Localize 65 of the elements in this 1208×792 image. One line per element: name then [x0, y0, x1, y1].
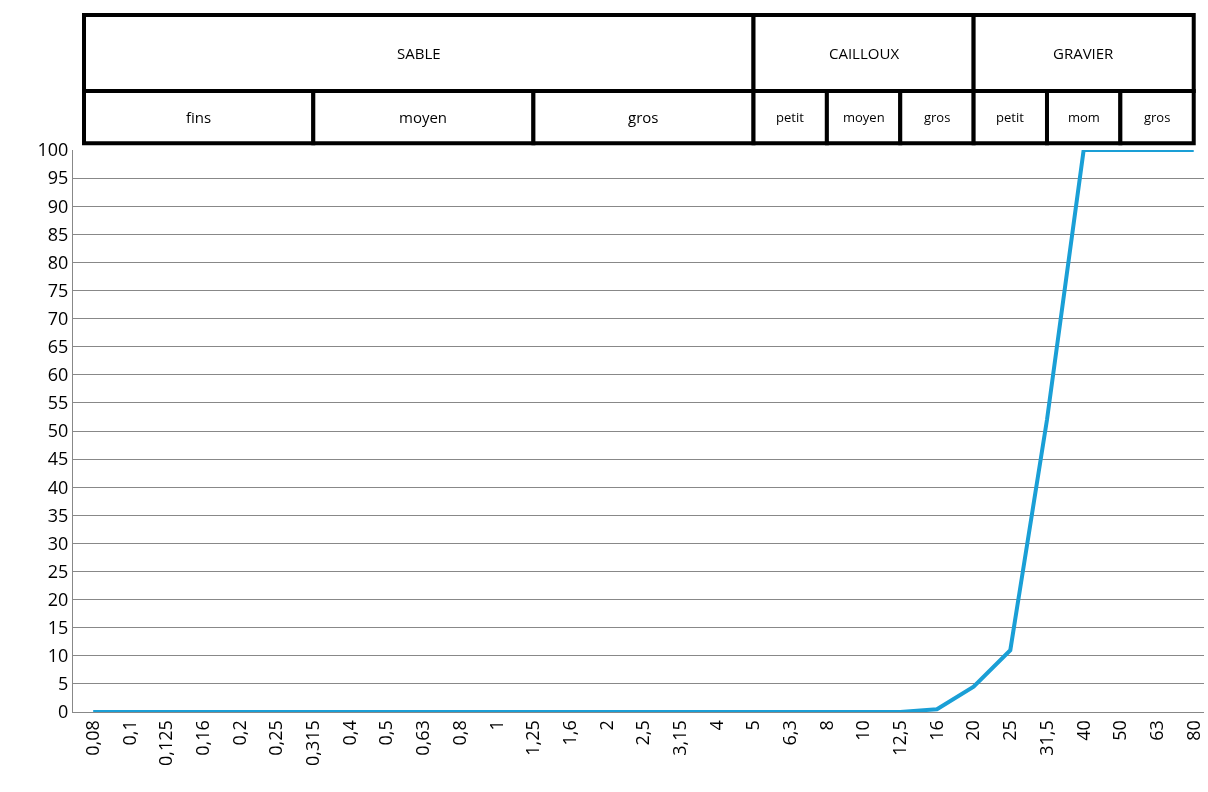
text: SABLE: [397, 43, 441, 63]
y-tick-label: 30: [47, 530, 69, 555]
x-tick-label: 31,5: [1033, 720, 1058, 756]
x-tick-label: 2,5: [630, 720, 655, 746]
x-tick-label: 10: [850, 720, 875, 741]
x-tick-label: 0,25: [263, 720, 288, 756]
x-tick-label: 0,1: [116, 720, 141, 746]
x-tick-label: 0,125: [153, 720, 178, 767]
x-tick-label: 0,08: [80, 720, 105, 756]
x-tick-label: 50: [1107, 720, 1132, 741]
x-tick-label: 12,5: [887, 720, 912, 756]
line-series: [91, 150, 1196, 712]
text: CAILLOUX: [829, 43, 900, 63]
x-tick-label: 3,15: [666, 720, 691, 756]
x-tick-label: 0,63: [410, 720, 435, 756]
text: gros: [924, 108, 951, 126]
text: moyen: [843, 108, 885, 126]
y-tick-label: 40: [47, 474, 69, 499]
y-tick-label: 10: [47, 643, 69, 668]
x-tick-label: 0,2: [226, 720, 251, 746]
text: gros: [1144, 108, 1171, 126]
x-tick-label: 6,3: [777, 720, 802, 746]
y-tick-label: 80: [47, 249, 69, 274]
y-tick-label: 65: [47, 334, 69, 358]
x-tick-label: 40: [1070, 720, 1095, 741]
x-tick-label: 1,25: [520, 720, 545, 756]
y-tick-label: 100: [37, 137, 69, 162]
y-tick-label: 20: [47, 586, 69, 611]
x-tick-label: 2: [593, 720, 618, 731]
x-tick-label: 0,5: [373, 720, 398, 746]
x-tick-label: 20: [960, 720, 985, 741]
y-tick-label: 70: [47, 305, 69, 330]
x-tick-label: 25: [997, 720, 1022, 741]
text: mom: [1068, 108, 1100, 126]
y-tick-label: 95: [47, 165, 69, 190]
y-tick-label: 0: [58, 699, 69, 724]
text: GRAVIER: [1053, 43, 1115, 63]
x-tick-label: 0,4: [336, 720, 361, 746]
y-tick-label: 25: [47, 558, 69, 583]
y-tick-label: 15: [47, 615, 69, 639]
y-tick-label: 75: [47, 277, 69, 302]
y-tick-label: 50: [47, 418, 69, 443]
x-tick-label: 0,8: [446, 720, 471, 746]
x-tick-label: 1,6: [556, 720, 581, 746]
y-tick-label: 35: [47, 502, 69, 527]
x-tick-label: 4: [703, 720, 728, 731]
text: gros: [628, 107, 659, 127]
x-tick-label: 1: [483, 720, 508, 731]
y-tick-label: 85: [47, 221, 69, 246]
x-tick-label: 0,16: [190, 720, 215, 756]
text: petit: [996, 108, 1025, 126]
text: petit: [776, 108, 805, 126]
y-tick-label: 45: [47, 446, 69, 471]
y-tick-label: 5: [58, 671, 69, 696]
y-tick-label: 55: [47, 390, 69, 415]
y-tick-label: 60: [47, 362, 69, 387]
x-tick-label: 80: [1180, 720, 1205, 741]
x-tick-label: 63: [1143, 720, 1168, 741]
x-tick-label: 16: [923, 720, 948, 741]
x-tick-label: 8: [813, 720, 838, 731]
x-tick-label: 0,315: [300, 720, 325, 767]
x-tick-label: 5: [740, 720, 765, 731]
text: moyen: [399, 107, 448, 127]
y-tick-label: 90: [47, 193, 69, 218]
text: fins: [186, 107, 212, 127]
